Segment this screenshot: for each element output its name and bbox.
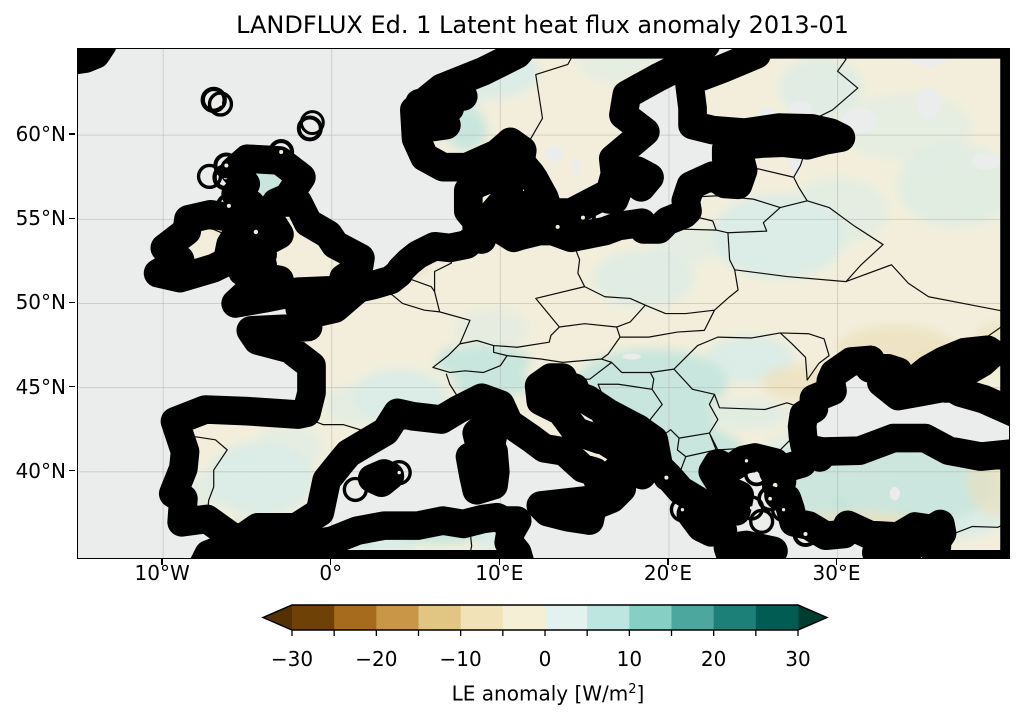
y-tick-label: 45°N bbox=[15, 374, 66, 399]
x-tickmark bbox=[498, 558, 501, 565]
figure-title: LANDFLUX Ed. 1 Latent heat flux anomaly … bbox=[236, 11, 849, 39]
colorbar-label-superscript: 2 bbox=[628, 682, 637, 697]
y-tickmark bbox=[69, 469, 75, 472]
x-tick-label: 30°E bbox=[812, 561, 861, 585]
x-tick-label: 0° bbox=[319, 561, 343, 585]
x-tick-label: 10°E bbox=[475, 561, 524, 585]
colorbar-tick-label: 10 bbox=[616, 647, 643, 671]
y-tickmark bbox=[69, 385, 75, 388]
x-tick-label: 20°E bbox=[643, 561, 692, 585]
colorbar: −30 −20 −10 0 10 20 30 LE anomaly [W/m2] bbox=[0, 595, 1022, 718]
colorbar-tick-label: 0 bbox=[538, 647, 552, 671]
colorbar-tick-label: 20 bbox=[700, 647, 727, 671]
colorbar-tick-label: −10 bbox=[439, 647, 482, 671]
small-islands bbox=[196, 86, 819, 548]
fjords-and-straits bbox=[405, 77, 964, 486]
map-svg bbox=[78, 49, 1009, 558]
colorbar-tick-label: 30 bbox=[785, 647, 811, 671]
colorbar-svg bbox=[261, 604, 829, 636]
country-borders bbox=[193, 49, 1009, 558]
x-tick-label: 10°W bbox=[134, 561, 190, 585]
colorbar-tick-label: −20 bbox=[355, 647, 398, 671]
x-tickmark bbox=[329, 558, 332, 565]
x-tickmark bbox=[161, 558, 163, 565]
colorbar-label-text: LE anomaly [W/m bbox=[451, 681, 629, 706]
colorbar-axis-label: LE anomaly [W/m2] bbox=[262, 678, 834, 706]
map-plot bbox=[77, 48, 1010, 559]
y-tickmark bbox=[69, 133, 75, 135]
y-tick-label: 50°N bbox=[15, 290, 66, 315]
y-tickmark bbox=[69, 217, 75, 220]
colorbar-tick-label: −30 bbox=[270, 647, 314, 671]
x-tickmark bbox=[667, 558, 669, 565]
colorbar-label-suffix: ] bbox=[636, 681, 645, 706]
y-tick-label: 55°N bbox=[15, 206, 66, 231]
y-tick-label: 60°N bbox=[15, 122, 66, 147]
y-tickmark bbox=[69, 301, 75, 304]
x-tickmark bbox=[835, 558, 838, 565]
y-tick-label: 40°N bbox=[15, 458, 66, 483]
